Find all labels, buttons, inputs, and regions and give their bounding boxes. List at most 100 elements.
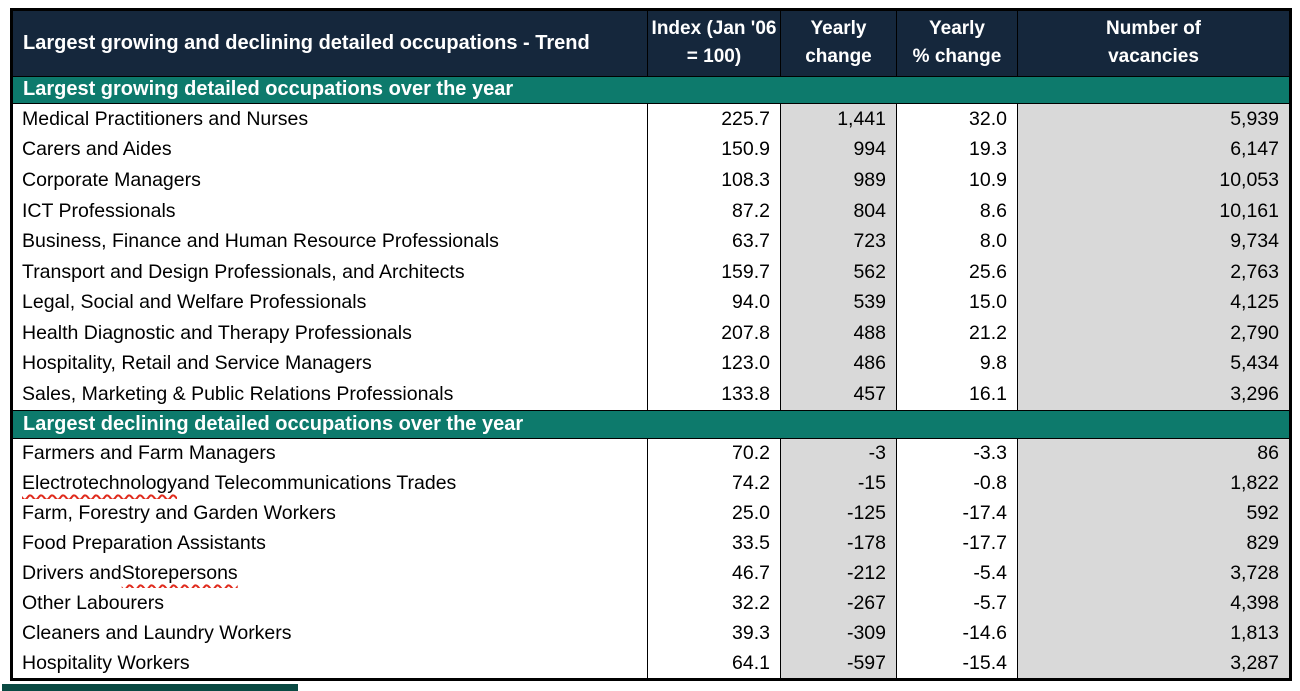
yearly-change-cell: 539 (781, 287, 897, 319)
yearly-change-cell: 989 (781, 165, 897, 196)
column-header-yearly-pct-change: Yearly % change (897, 11, 1018, 76)
table-row: Farmers and Farm Managers 70.2 -3 -3.3 86 (13, 438, 1289, 469)
yearly-pct-change-cell: 32.0 (897, 103, 1018, 135)
yearly-change-cell: -125 (781, 498, 897, 529)
column-header-vacancies-line2: vacancies (1108, 46, 1199, 68)
yearly-change-cell: -178 (781, 528, 897, 559)
index-cell: 225.7 (648, 103, 781, 135)
index-cell: 32.2 (648, 588, 781, 619)
occupation-name-cell: Health Diagnostic and Therapy Profession… (13, 318, 648, 349)
index-cell: 150.9 (648, 134, 781, 166)
yearly-pct-change-cell: 19.3 (897, 134, 1018, 166)
vacancies-cell: 3,287 (1018, 648, 1289, 678)
index-cell: 74.2 (648, 468, 781, 499)
yearly-change-cell: 1,441 (781, 103, 897, 135)
vacancies-cell: 86 (1018, 438, 1289, 469)
index-cell: 123.0 (648, 348, 781, 380)
table-row: Corporate Managers 108.3 989 10.9 10,053 (13, 165, 1289, 196)
occupation-name-cell: Electrotechnology and Telecommunications… (13, 468, 648, 499)
index-cell: 63.7 (648, 226, 781, 257)
section-header-declining: Largest declining detailed occupations o… (13, 409, 1289, 439)
column-header-index: Index (Jan '06 = 100) (648, 11, 781, 76)
table-row: Other Labourers 32.2 -267 -5.7 4,398 (13, 588, 1289, 619)
table-row: Drivers and Storepersons 46.7 -212 -5.4 3,72… (13, 558, 1289, 589)
yearly-change-cell: 994 (781, 134, 897, 166)
vacancies-cell: 829 (1018, 528, 1289, 559)
yearly-pct-change-cell: 10.9 (897, 165, 1018, 196)
table-row: Business, Finance and Human Resource Pro… (13, 226, 1289, 257)
column-header-yearly-pct-change-line2: % change (912, 46, 1002, 68)
yearly-change-cell: -597 (781, 648, 897, 678)
yearly-change-cell: -3 (781, 438, 897, 469)
yearly-pct-change-cell: -5.4 (897, 558, 1018, 589)
occupation-name-cell: Transport and Design Professionals, and … (13, 256, 648, 288)
table-row: Carers and Aides 150.9 994 19.3 6,147 (13, 134, 1289, 166)
section-header-growing: Largest growing detailed occupations ove… (13, 76, 1289, 104)
index-cell: 46.7 (648, 558, 781, 589)
table-row: Hospitality, Retail and Service Managers… (13, 348, 1289, 380)
vacancies-cell: 10,053 (1018, 165, 1289, 196)
column-header-vacancies-line1: Number of (1106, 17, 1201, 39)
table-row: Health Diagnostic and Therapy Profession… (13, 318, 1289, 349)
vacancies-cell: 5,939 (1018, 103, 1289, 135)
occupation-name-cell: Farm, Forestry and Garden Workers (13, 498, 648, 529)
vacancies-cell: 2,763 (1018, 256, 1289, 288)
yearly-change-cell: 488 (781, 318, 897, 349)
yearly-pct-change-cell: -5.7 (897, 588, 1018, 619)
vacancies-cell: 592 (1018, 498, 1289, 529)
table-row: Medical Practitioners and Nurses 225.7 1,4… (13, 103, 1289, 135)
table-row: Cleaners and Laundry Workers 39.3 -309 -14.… (13, 618, 1289, 649)
index-cell: 94.0 (648, 287, 781, 319)
index-cell: 70.2 (648, 438, 781, 469)
yearly-pct-change-cell: -3.3 (897, 438, 1018, 469)
column-header-yearly-change-line1: Yearly (810, 17, 867, 39)
yearly-pct-change-cell: 8.6 (897, 195, 1018, 227)
index-cell: 64.1 (648, 648, 781, 678)
vacancies-cell: 4,398 (1018, 588, 1289, 619)
occupation-name-cell: ICT Professionals (13, 195, 648, 227)
column-header-yearly-pct-change-line1: Yearly (929, 17, 985, 39)
yearly-change-cell: 723 (781, 226, 897, 257)
misspelled-word: Storepersons (121, 561, 238, 584)
occupation-name-cell: Medical Practitioners and Nurses (13, 103, 648, 135)
index-cell: 39.3 (648, 618, 781, 649)
table-row: Hospitality Workers 64.1 -597 -15.4 3,287 (13, 648, 1289, 678)
table-row: Electrotechnology and Telecommunications… (13, 468, 1289, 499)
occupation-name-cell: Drivers and Storepersons (13, 558, 648, 589)
yearly-pct-change-cell: -17.7 (897, 528, 1018, 559)
vacancies-cell: 1,822 (1018, 468, 1289, 499)
table-title: Largest growing and declining detailed o… (13, 11, 648, 76)
vacancies-cell: 5,434 (1018, 348, 1289, 380)
occupation-name-cell: Hospitality, Retail and Service Managers (13, 348, 648, 380)
vacancies-cell: 1,813 (1018, 618, 1289, 649)
yearly-change-cell: 804 (781, 195, 897, 227)
occupation-name-cell: Legal, Social and Welfare Professionals (13, 287, 648, 319)
table-row: ICT Professionals 87.2 804 8.6 10,161 (13, 195, 1289, 227)
vacancies-cell: 2,790 (1018, 318, 1289, 349)
yearly-pct-change-cell: -0.8 (897, 468, 1018, 499)
table-row: Food Preparation Assistants 33.5 -178 -17.7… (13, 528, 1289, 559)
occupation-name-cell: Cleaners and Laundry Workers (13, 618, 648, 649)
yearly-change-cell: -212 (781, 558, 897, 589)
misspelled-word: Electrotechnology (22, 472, 178, 495)
column-header-index-line2: = 100) (686, 46, 742, 68)
occupation-name-cell: Other Labourers (13, 588, 648, 619)
occupation-name-cell: Hospitality Workers (13, 648, 648, 678)
vacancies-cell: 9,734 (1018, 226, 1289, 257)
yearly-change-cell: -15 (781, 468, 897, 499)
yearly-change-cell: -267 (781, 588, 897, 619)
vacancies-cell: 3,728 (1018, 558, 1289, 589)
vacancies-cell: 10,161 (1018, 195, 1289, 227)
clipped-bottom-bar (2, 684, 298, 691)
yearly-change-cell: -309 (781, 618, 897, 649)
column-header-vacancies: Number of vacancies (1018, 11, 1289, 76)
index-cell: 87.2 (648, 195, 781, 227)
occupation-name-cell: Food Preparation Assistants (13, 528, 648, 559)
occupation-name-cell: Farmers and Farm Managers (13, 438, 648, 469)
yearly-pct-change-cell: -14.6 (897, 618, 1018, 649)
table-header-row: Largest growing and declining detailed o… (13, 11, 1289, 77)
yearly-pct-change-cell: 21.2 (897, 318, 1018, 349)
yearly-pct-change-cell: -17.4 (897, 498, 1018, 529)
table-row: Farm, Forestry and Garden Workers 25.0 -12… (13, 498, 1289, 529)
